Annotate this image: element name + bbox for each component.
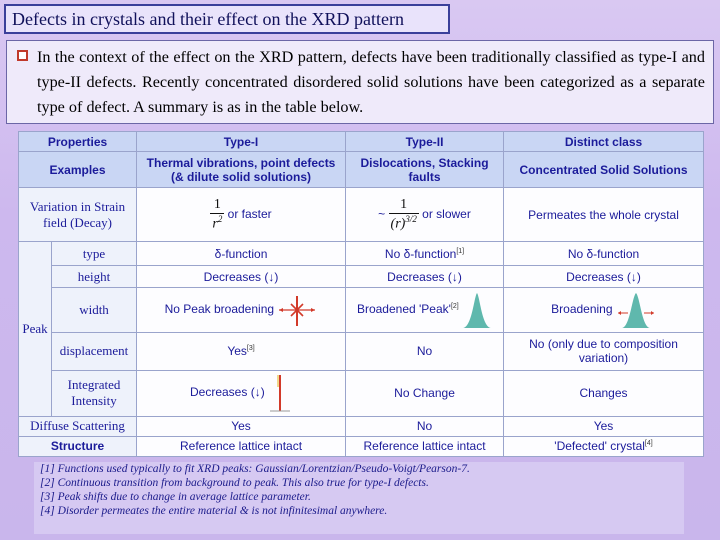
intensity-type2: No Change	[345, 369, 505, 417]
label-height: height	[50, 265, 138, 289]
strain-type2-fraction: 1 (r)3/2	[388, 196, 419, 232]
label-structure: Structure	[17, 435, 138, 458]
examples-type2: Dislocations, Stacking faults	[345, 151, 505, 189]
diffuse-distinct: Yes	[503, 415, 705, 437]
footnote-3: [3] Peak shifts due to change in average…	[40, 491, 311, 503]
type-type2: No δ-function[1]	[345, 241, 505, 267]
footnotes: [1] Functions used typically to fit XRD …	[34, 462, 684, 534]
intensity-type1: Decreases (↓)	[136, 369, 347, 417]
width-type2: Broadened 'Peak'[2]	[345, 287, 505, 333]
intensity-line-icon	[270, 374, 291, 412]
diffuse-type2: No	[345, 415, 505, 437]
label-type: type	[50, 241, 138, 267]
displacement-distinct: No (only due to composition variation)	[503, 331, 705, 371]
displacement-type2: No	[345, 331, 505, 371]
defects-table: Properties Type-I Type-II Distinct class…	[17, 130, 705, 458]
slide-title: Defects in crystals and their effect on …	[4, 4, 450, 34]
strain-type1-fraction: 1 r2	[210, 196, 225, 232]
label-width: width	[50, 287, 138, 333]
type-type1: δ-function	[136, 241, 347, 267]
label-peak: Peak	[18, 241, 52, 417]
type-distinct: No δ-function	[503, 241, 705, 267]
intro-box: In the context of the effect on the XRD …	[6, 40, 714, 124]
checkbox-bullet-icon	[17, 50, 28, 61]
label-diffuse: Diffuse Scattering	[17, 415, 138, 437]
examples-type1: Thermal vibrations, point defects (& dil…	[136, 151, 347, 189]
intro-text: In the context of the effect on the XRD …	[37, 48, 705, 116]
sharp-peak-icon	[279, 296, 316, 326]
strain-distinct: Permeates the whole crystal	[503, 187, 705, 243]
label-displacement: displacement	[50, 331, 138, 371]
footnote-1: [1] Functions used typically to fit XRD …	[40, 463, 470, 475]
header-distinct: Distinct class	[503, 130, 705, 153]
height-type1: Decreases (↓)	[136, 265, 347, 289]
header-properties: Properties	[17, 130, 138, 153]
structure-type1: Reference lattice intact	[136, 435, 347, 458]
broad-peak-icon	[463, 293, 492, 328]
structure-type2: Reference lattice intact	[345, 435, 505, 458]
label-strain: Variation in Strain field (Decay)	[17, 187, 138, 243]
header-type1: Type-I	[136, 130, 347, 153]
label-examples: Examples	[17, 151, 138, 189]
width-distinct: Broadening	[503, 287, 705, 333]
intensity-distinct: Changes	[503, 369, 705, 417]
structure-distinct: 'Defected' crystal[4]	[503, 435, 705, 458]
footnote-4: [4] Disorder permeates the entire materi…	[40, 505, 388, 517]
header-type2: Type-II	[345, 130, 505, 153]
height-distinct: Decreases (↓)	[503, 265, 705, 289]
broadened-peak-icon	[617, 293, 654, 328]
strain-type2: ~ 1 (r)3/2 or slower	[345, 187, 505, 243]
width-type1: No Peak broadening	[136, 287, 347, 333]
strain-type1: 1 r2 or faster	[136, 187, 347, 243]
footnote-2: [2] Continuous transition from backgroun…	[40, 477, 429, 489]
height-type2: Decreases (↓)	[345, 265, 505, 289]
diffuse-type1: Yes	[136, 415, 347, 437]
label-intensity: Integrated Intensity	[50, 369, 138, 417]
examples-distinct: Concentrated Solid Solutions	[503, 151, 705, 189]
displacement-type1: Yes[3]	[136, 331, 347, 371]
